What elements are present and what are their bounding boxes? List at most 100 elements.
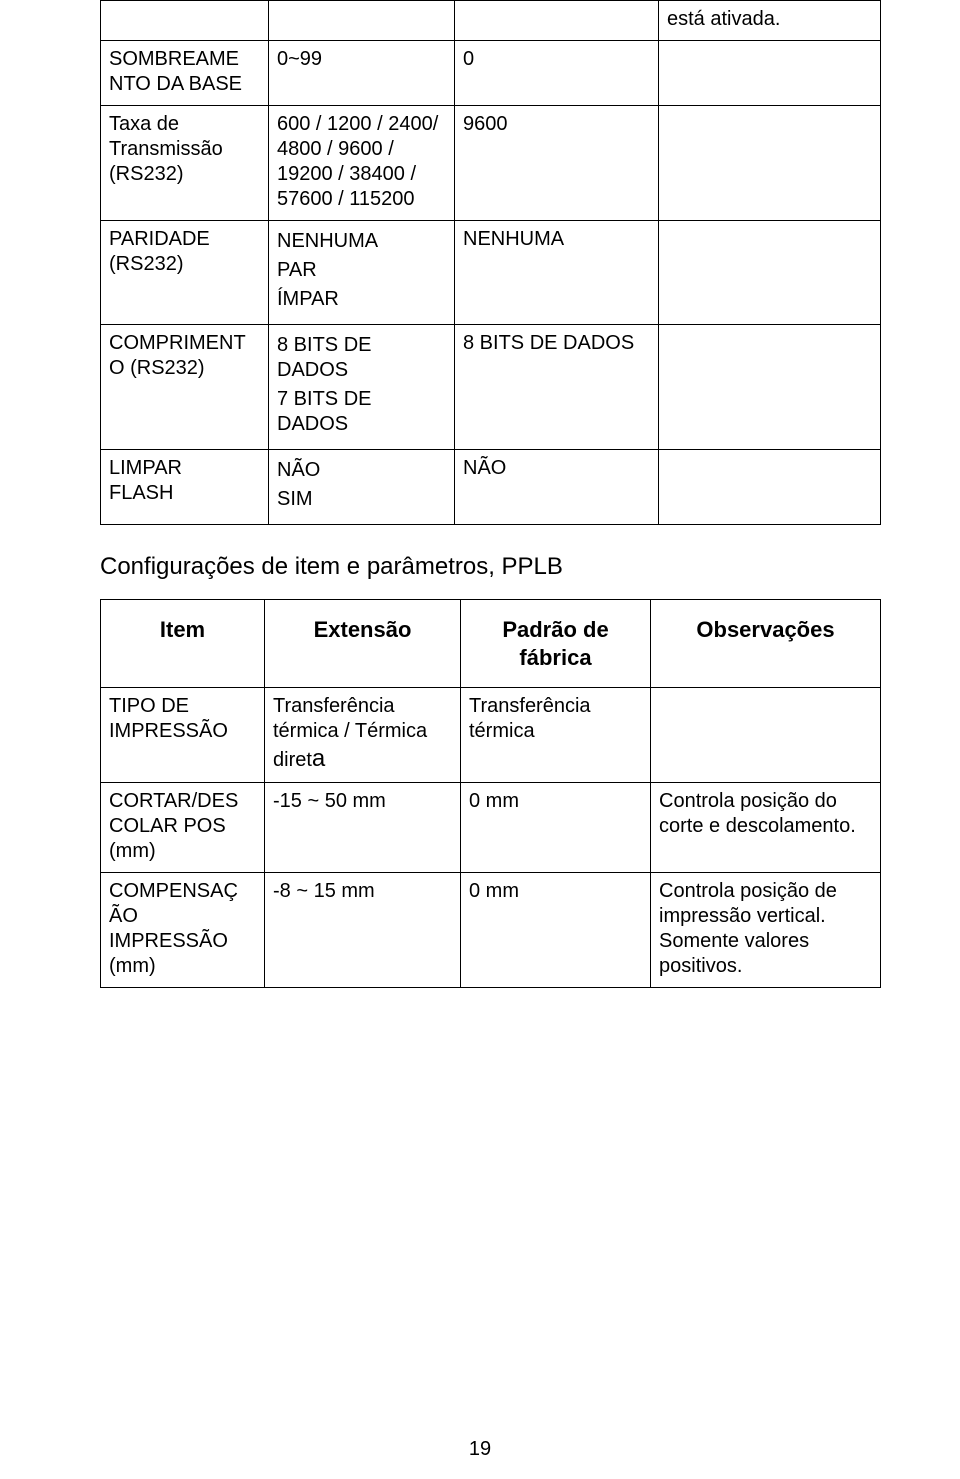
cell-range: -8 ~ 15 mm	[265, 873, 461, 988]
option: PAR	[277, 258, 446, 283]
option: ÍMPAR	[277, 287, 446, 312]
table-row: SOMBREAME NTO DA BASE 0~99 0	[101, 41, 881, 106]
text: COMPENSAÇ	[109, 880, 238, 902]
text: térmica	[469, 720, 535, 742]
cell-default: 0	[455, 41, 659, 106]
text: 19200 / 38400 /	[277, 163, 416, 185]
text: Transmissão	[109, 138, 223, 160]
text: PARIDADE	[109, 228, 210, 250]
cell-default: 9600	[455, 106, 659, 221]
text: Transferência	[273, 695, 395, 717]
text: diret	[273, 749, 312, 771]
cell-range: 0~99	[269, 41, 455, 106]
text: Somente valores	[659, 930, 809, 952]
cell-notes: Controla posição do corte e descolamento…	[651, 783, 881, 873]
text: FLASH	[109, 482, 173, 504]
text: 8 BITS DE	[277, 334, 371, 356]
option: 7 BITS DE DADOS	[277, 387, 446, 437]
option: SIM	[277, 487, 446, 512]
table-row: CORTAR/DES COLAR POS (mm) -15 ~ 50 mm 0 …	[101, 783, 881, 873]
cell-range: 600 / 1200 / 2400/ 4800 / 9600 / 19200 /…	[269, 106, 455, 221]
table-row: COMPENSAÇ ÃO IMPRESSÃO (mm) -8 ~ 15 mm 0…	[101, 873, 881, 988]
header-default: Padrão de fábrica	[461, 600, 651, 688]
cell	[455, 1, 659, 41]
cell-range: 8 BITS DE DADOS 7 BITS DE DADOS	[269, 325, 455, 450]
text: Controla posição de	[659, 880, 837, 902]
header-item: Item	[101, 600, 265, 688]
text: TIPO DE	[109, 695, 189, 717]
option: NENHUMA	[277, 229, 446, 254]
text: IMPRESSÃO	[109, 720, 228, 742]
table-header-row: Item Extensão Padrão de fábrica Observaç…	[101, 600, 881, 688]
text: fábrica	[519, 645, 591, 670]
cell-notes	[659, 450, 881, 525]
text: 57600 / 115200	[277, 188, 415, 210]
text: Padrão de	[502, 617, 608, 642]
text: (RS232)	[109, 253, 183, 275]
text: COMPRIMENT	[109, 332, 246, 354]
text: impressão vertical.	[659, 905, 826, 927]
header-extension: Extensão	[265, 600, 461, 688]
cell-notes	[659, 325, 881, 450]
cell-range: Transferência térmica / Térmica direta	[265, 688, 461, 783]
text: IMPRESSÃO	[109, 930, 228, 952]
settings-table-2: Item Extensão Padrão de fábrica Observaç…	[100, 599, 881, 988]
text: NTO DA BASE	[109, 73, 242, 95]
page-container: está ativada. SOMBREAME NTO DA BASE 0~99…	[0, 0, 960, 1479]
text: ÃO	[109, 905, 138, 927]
option: NÃO	[277, 458, 446, 483]
text: DADOS	[277, 359, 348, 381]
text: 600 / 1200 / 2400/	[277, 113, 438, 135]
text: térmica / Térmica	[273, 720, 427, 742]
cell-item: COMPENSAÇ ÃO IMPRESSÃO (mm)	[101, 873, 265, 988]
cell-notes	[651, 688, 881, 783]
text: COLAR POS	[109, 815, 226, 837]
text: Transferência	[469, 695, 591, 717]
cell-range: NÃO SIM	[269, 450, 455, 525]
text: a	[312, 745, 325, 772]
text: SOMBREAME	[109, 48, 239, 70]
settings-table-1: está ativada. SOMBREAME NTO DA BASE 0~99…	[100, 0, 881, 525]
cell-notes	[659, 41, 881, 106]
cell-default: 8 BITS DE DADOS	[455, 325, 659, 450]
cell-range: -15 ~ 50 mm	[265, 783, 461, 873]
table-row: TIPO DE IMPRESSÃO Transferência térmica …	[101, 688, 881, 783]
section-title: Configurações de item e parâmetros, PPLB	[100, 553, 880, 581]
text: corte e descolamento.	[659, 815, 856, 837]
cell-default: NENHUMA	[455, 221, 659, 325]
text: 4800 / 9600 /	[277, 138, 394, 160]
cell-default: Transferência térmica	[461, 688, 651, 783]
cell	[101, 1, 269, 41]
cell-notes	[659, 106, 881, 221]
cell-default: 0 mm	[461, 783, 651, 873]
page-number: 19	[0, 1438, 960, 1461]
table-row: PARIDADE (RS232) NENHUMA PAR ÍMPAR NENHU…	[101, 221, 881, 325]
cell-item: LIMPAR FLASH	[101, 450, 269, 525]
cell-item: Taxa de Transmissão (RS232)	[101, 106, 269, 221]
text: (mm)	[109, 840, 156, 862]
text: O (RS232)	[109, 357, 205, 379]
table-row: LIMPAR FLASH NÃO SIM NÃO	[101, 450, 881, 525]
cell	[269, 1, 455, 41]
cell-default: NÃO	[455, 450, 659, 525]
text: 7 BITS DE	[277, 388, 371, 410]
text: positivos.	[659, 955, 742, 977]
option: 8 BITS DE DADOS	[277, 333, 446, 383]
table-row: está ativada.	[101, 1, 881, 41]
text: DADOS	[277, 413, 348, 435]
cell-range: NENHUMA PAR ÍMPAR	[269, 221, 455, 325]
cell-default: 0 mm	[461, 873, 651, 988]
header-notes: Observações	[651, 600, 881, 688]
cell-item: PARIDADE (RS232)	[101, 221, 269, 325]
text: LIMPAR	[109, 457, 182, 479]
table-row: Taxa de Transmissão (RS232) 600 / 1200 /…	[101, 106, 881, 221]
table-row: COMPRIMENT O (RS232) 8 BITS DE DADOS 7 B…	[101, 325, 881, 450]
cell-notes	[659, 221, 881, 325]
text: (mm)	[109, 955, 156, 977]
text: (RS232)	[109, 163, 183, 185]
cell-item: TIPO DE IMPRESSÃO	[101, 688, 265, 783]
cell-item: CORTAR/DES COLAR POS (mm)	[101, 783, 265, 873]
text: Controla posição do	[659, 790, 837, 812]
cell-notes: Controla posição de impressão vertical. …	[651, 873, 881, 988]
text: CORTAR/DES	[109, 790, 238, 812]
